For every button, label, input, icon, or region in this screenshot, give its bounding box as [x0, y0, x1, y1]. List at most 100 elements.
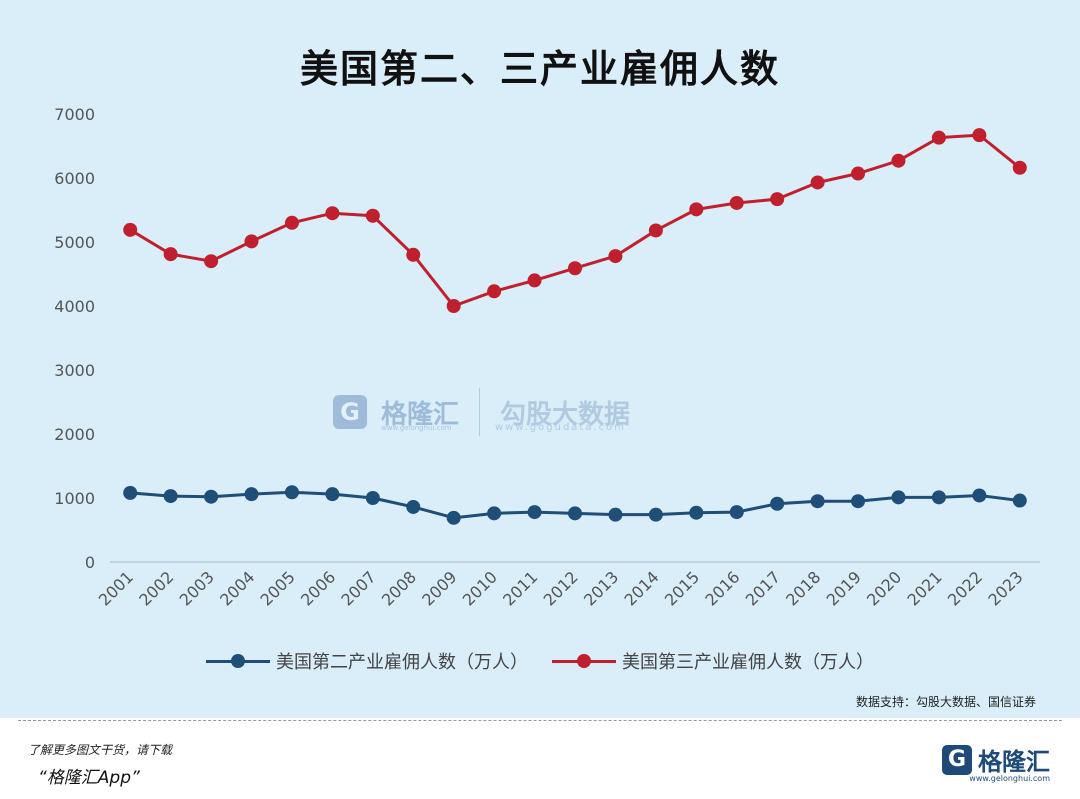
data-point	[568, 261, 582, 276]
legend-label-tertiary: 美国第三产业雇佣人数（万人）	[622, 652, 874, 673]
data-point	[123, 222, 138, 237]
data-point	[284, 215, 299, 230]
line-chart: 0100020003000400050006000700020012002200…	[54, 105, 1040, 610]
x-tick-label: 2020	[863, 567, 905, 609]
data-point	[325, 206, 340, 221]
x-tick-label: 2002	[135, 567, 177, 609]
watermark-brand: 格隆汇	[381, 399, 460, 430]
legend-item-secondary: 美国第二产业雇佣人数（万人）	[206, 648, 528, 674]
x-tick-label: 2010	[459, 567, 501, 609]
y-tick-label: 2000	[54, 425, 95, 444]
legend-label-secondary: 美国第二产业雇佣人数（万人）	[276, 652, 528, 673]
legend-item-tertiary: 美国第三产业雇佣人数（万人）	[552, 648, 874, 674]
footer-logo[interactable]: G 格隆汇 www.gelonghui.com	[942, 742, 1050, 783]
data-point	[729, 505, 744, 520]
data-point	[568, 506, 582, 521]
y-tick-label: 6000	[54, 169, 95, 188]
data-point	[487, 506, 502, 521]
x-tick-label: 2003	[176, 567, 218, 609]
y-tick-label: 5000	[54, 233, 95, 252]
data-point	[204, 254, 219, 269]
watermark-partner-url: www.gogudata.com	[495, 422, 627, 433]
data-point	[527, 505, 542, 520]
x-tick-label: 2022	[944, 567, 986, 609]
x-tick-label: 2004	[216, 567, 258, 609]
x-tick-label: 2011	[499, 567, 541, 609]
x-tick-label: 2021	[904, 567, 946, 609]
data-point	[325, 487, 340, 502]
data-point	[365, 208, 380, 223]
y-tick-label: 0	[85, 553, 95, 572]
data-point	[163, 489, 178, 504]
data-point	[810, 175, 825, 190]
watermark: G 格隆汇 勾股大数据 www.gelonghui.com www.goguda…	[333, 388, 630, 436]
x-tick-label: 2009	[418, 567, 460, 609]
data-point	[406, 247, 421, 262]
footer-logo-name: 格隆汇	[978, 748, 1050, 776]
data-point	[891, 490, 906, 505]
watermark-logo-icon: G	[333, 395, 367, 429]
watermark-brand-url: www.gelonghui.com	[381, 424, 452, 432]
y-tick-label: 4000	[54, 297, 95, 316]
data-point	[729, 195, 744, 210]
footer-divider	[18, 720, 1062, 721]
source-note: 数据支持：勾股大数据、国信证券	[855, 695, 1036, 709]
data-point	[931, 130, 946, 145]
data-point	[446, 510, 461, 525]
x-tick-label: 2006	[297, 567, 339, 609]
series-line	[129, 133, 1021, 308]
data-point	[891, 153, 906, 168]
data-point	[204, 489, 219, 504]
data-point	[1012, 160, 1027, 175]
data-point	[123, 485, 138, 500]
chart-title: 美国第二、三产业雇佣人数	[299, 47, 780, 91]
data-point	[972, 128, 987, 143]
data-point	[244, 487, 259, 502]
x-tick-label: 2008	[378, 567, 420, 609]
chart-legend: 美国第二产业雇佣人数（万人） 美国第三产业雇佣人数（万人）	[0, 648, 1080, 674]
data-point	[770, 496, 785, 511]
footer-app-name[interactable]: “格隆汇App”	[38, 768, 140, 788]
x-tick-label: 2001	[95, 567, 137, 609]
data-point	[608, 507, 623, 522]
data-point	[648, 223, 663, 238]
data-point	[527, 273, 542, 288]
data-point	[446, 299, 461, 313]
legend-swatch-tertiary	[552, 654, 616, 668]
data-point	[284, 485, 299, 500]
data-point	[810, 494, 825, 509]
data-point	[406, 499, 421, 514]
data-point	[972, 488, 987, 503]
data-point	[648, 507, 663, 522]
data-point	[244, 234, 259, 249]
data-point	[851, 166, 866, 181]
x-tick-label: 2013	[580, 567, 622, 609]
chart-panel	[0, 0, 1080, 718]
data-point	[1012, 493, 1027, 508]
x-tick-label: 2007	[337, 567, 379, 609]
x-tick-label: 2015	[661, 567, 703, 609]
y-tick-label: 1000	[54, 489, 95, 508]
data-point	[608, 249, 623, 264]
x-tick-label: 2019	[823, 567, 865, 609]
x-tick-label: 2012	[540, 567, 582, 609]
data-point	[931, 490, 946, 505]
data-point	[689, 202, 704, 217]
data-point	[163, 247, 178, 262]
watermark-partner: 勾股大数据	[500, 399, 631, 430]
footer-logo-url: www.gelonghui.com	[969, 774, 1050, 783]
data-point	[770, 192, 785, 207]
x-tick-label: 2005	[257, 567, 299, 609]
x-tick-label: 2018	[782, 567, 824, 609]
footer-logo-icon: G	[942, 744, 972, 775]
y-tick-label: 7000	[54, 105, 95, 124]
y-tick-label: 3000	[54, 361, 95, 380]
legend-swatch-secondary	[206, 654, 270, 668]
data-point	[487, 284, 502, 299]
x-tick-label: 2017	[742, 567, 784, 609]
data-point	[851, 494, 866, 509]
data-point	[365, 491, 380, 505]
data-point	[689, 505, 704, 520]
watermark-divider	[479, 388, 481, 436]
footer-promo-text: 了解更多图文干货，请下载	[28, 743, 173, 757]
